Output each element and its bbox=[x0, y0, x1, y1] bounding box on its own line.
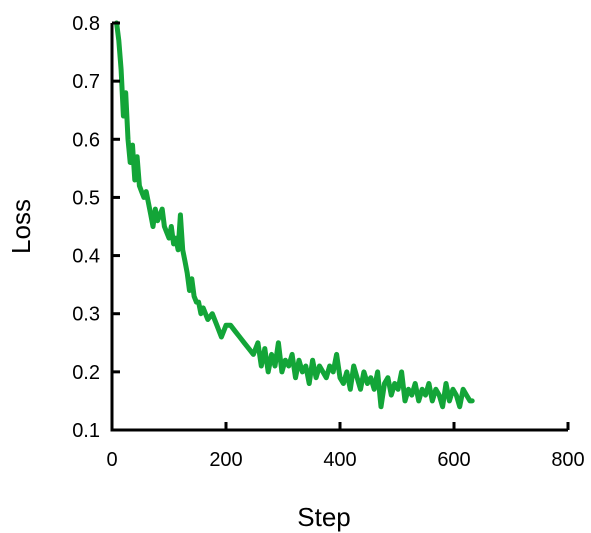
x-tick-label: 400 bbox=[323, 449, 356, 471]
y-tick-label: 0.4 bbox=[72, 246, 100, 268]
y-tick-label: 0.2 bbox=[72, 362, 100, 384]
y-tick-label: 0.6 bbox=[72, 129, 100, 151]
loss-series-line bbox=[114, 20, 475, 410]
y-tick-label: 0.5 bbox=[72, 187, 100, 209]
y-tick-label: 0.1 bbox=[72, 420, 100, 442]
y-axis-title: Loss bbox=[6, 199, 36, 254]
y-tick-label: 0.3 bbox=[72, 304, 100, 326]
series-layer bbox=[114, 20, 475, 410]
x-tick-label: 0 bbox=[106, 449, 117, 471]
x-axis-title: Step bbox=[297, 502, 351, 532]
y-tick-label: 0.7 bbox=[72, 71, 100, 93]
x-tick-label: 200 bbox=[209, 449, 242, 471]
y-tick-label: 0.8 bbox=[72, 13, 100, 35]
y-axis-ticks: 0.1 0.2 0.3 0.4 0.5 0.6 0.7 0.8 bbox=[72, 13, 120, 442]
x-tick-label: 800 bbox=[551, 449, 584, 471]
x-tick-label: 600 bbox=[437, 449, 470, 471]
x-axis-ticks: 0 200 400 600 800 bbox=[106, 422, 585, 471]
